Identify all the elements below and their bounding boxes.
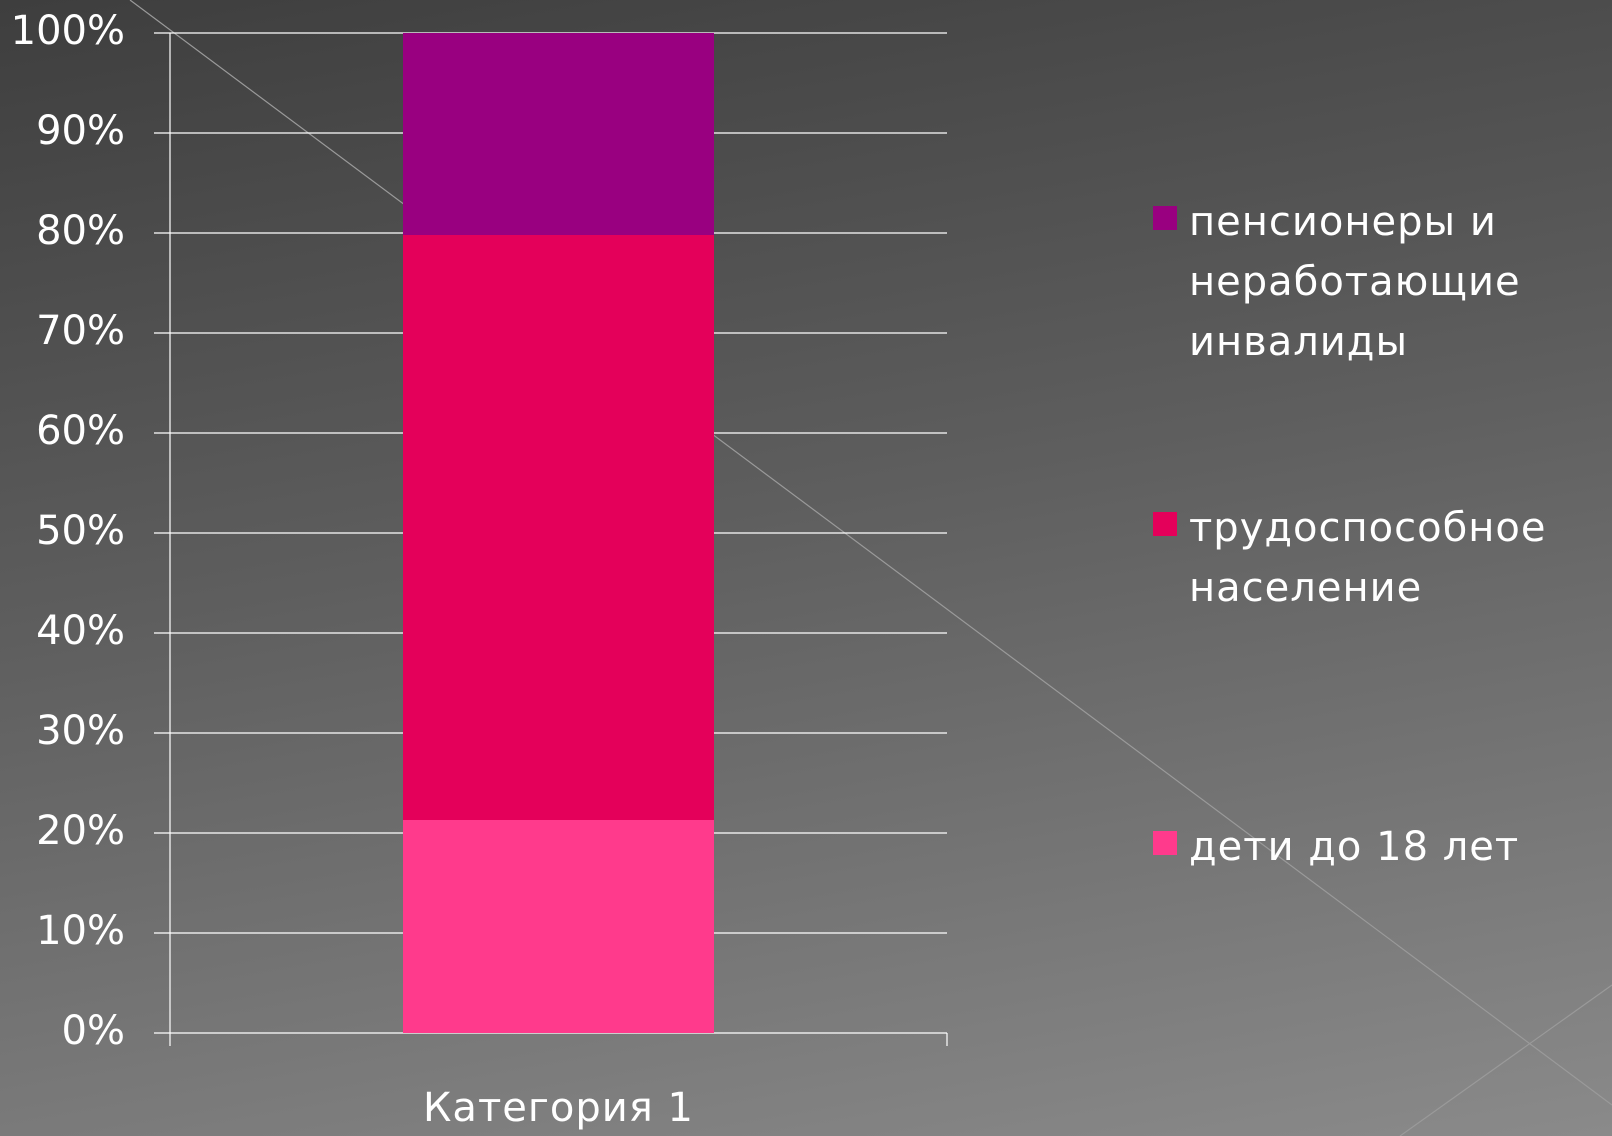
y-tick-label: 30% bbox=[36, 708, 125, 754]
y-tick-label: 40% bbox=[36, 608, 125, 654]
legend-item: пенсионеры и неработающие инвалиды bbox=[1153, 192, 1608, 372]
x-tick-label: Категория 1 bbox=[423, 1085, 694, 1131]
decor-line bbox=[1399, 984, 1612, 1136]
legend-swatch bbox=[1153, 831, 1177, 855]
y-tick-label: 100% bbox=[11, 8, 125, 54]
legend-swatch bbox=[1153, 512, 1177, 536]
decor-line bbox=[129, 0, 1612, 1106]
y-tick-label: 70% bbox=[36, 308, 125, 354]
legend-label: пенсионеры и неработающие инвалиды bbox=[1189, 199, 1521, 365]
y-tick-label: 80% bbox=[36, 208, 125, 254]
bar-segment bbox=[403, 820, 714, 1033]
y-tick-label: 60% bbox=[36, 408, 125, 454]
bar-segment bbox=[403, 33, 714, 235]
y-tick-label: 20% bbox=[36, 808, 125, 854]
legend-item: дети до 18 лет bbox=[1153, 817, 1608, 877]
y-tick-label: 10% bbox=[36, 908, 125, 954]
legend-label: трудоспособное население bbox=[1189, 505, 1547, 611]
legend-swatch bbox=[1153, 206, 1177, 230]
y-tick-label: 0% bbox=[62, 1008, 125, 1054]
bar-segment bbox=[403, 235, 714, 820]
y-tick-label: 90% bbox=[36, 108, 125, 154]
legend-item: трудоспособное население bbox=[1153, 498, 1608, 618]
legend-label: дети до 18 лет bbox=[1189, 824, 1520, 870]
y-tick-label: 50% bbox=[36, 508, 125, 554]
